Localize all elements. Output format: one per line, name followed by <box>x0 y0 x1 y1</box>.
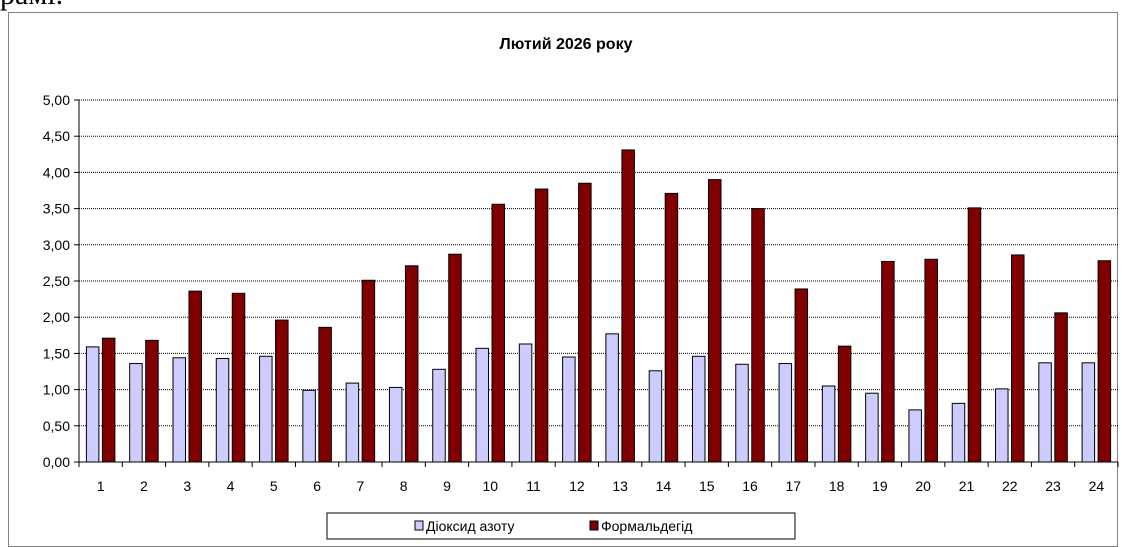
bar-no2-21 <box>951 402 966 463</box>
x-tick-label: 7 <box>356 478 364 494</box>
x-tick-label: 24 <box>1089 478 1105 494</box>
bar-no2-13 <box>605 333 619 463</box>
bar-formaldehyde-18 <box>837 345 852 463</box>
x-tick-label: 2 <box>140 478 148 494</box>
y-tick-label: 2,50 <box>43 273 70 289</box>
bar-formaldehyde-22 <box>1011 254 1025 463</box>
bars <box>85 149 1112 463</box>
bar-no2-17 <box>778 363 793 463</box>
bar-no2-19 <box>865 392 879 463</box>
x-tick-label: 18 <box>829 478 845 494</box>
x-tick-label: 6 <box>313 478 321 494</box>
x-tick-label: 13 <box>612 478 628 494</box>
x-tick-label: 16 <box>742 478 758 494</box>
bar-no2-3 <box>172 357 186 463</box>
bar-no2-15 <box>691 355 706 463</box>
chart-title: Лютий 2026 року <box>500 36 633 53</box>
x-tick-label: 12 <box>569 478 585 494</box>
x-tick-label: 17 <box>786 478 802 494</box>
y-tick-label: 1,00 <box>43 382 70 398</box>
x-tick-label: 8 <box>400 478 408 494</box>
bar-formaldehyde-2 <box>145 339 159 463</box>
bar-no2-11 <box>518 343 533 463</box>
y-tick-label: 0,00 <box>43 454 70 470</box>
bar-formaldehyde-1 <box>101 337 116 463</box>
bar-no2-4 <box>215 357 230 463</box>
x-tick-label: 19 <box>872 478 888 494</box>
bar-formaldehyde-4 <box>231 292 246 463</box>
x-tick-label: 15 <box>699 478 715 494</box>
bar-no2-24 <box>1081 362 1096 463</box>
y-tick-label: 1,50 <box>43 345 70 361</box>
bar-formaldehyde-17 <box>794 288 809 463</box>
x-tick-label: 14 <box>656 478 672 494</box>
x-tick-label: 20 <box>915 478 931 494</box>
bar-formaldehyde-3 <box>188 290 202 463</box>
bar-no2-8 <box>388 386 403 463</box>
legend-label: Діоксид азоту <box>426 518 514 534</box>
bar-formaldehyde-7 <box>361 279 376 463</box>
y-tick-label: 2,00 <box>43 309 70 325</box>
bar-no2-9 <box>432 368 446 463</box>
y-tick-label: 5,00 <box>43 92 70 108</box>
bar-no2-1 <box>85 346 100 463</box>
bar-formaldehyde-9 <box>448 253 462 463</box>
x-tick-label: 10 <box>482 478 498 494</box>
bar-formaldehyde-13 <box>621 149 635 463</box>
bar-no2-22 <box>995 388 1009 463</box>
bar-no2-16 <box>735 363 749 463</box>
bar-no2-12 <box>562 356 576 463</box>
x-tick-label: 1 <box>97 478 105 494</box>
bar-formaldehyde-20 <box>924 258 938 463</box>
bar-no2-7 <box>345 382 360 463</box>
y-tick-label: 4,50 <box>43 128 70 144</box>
bar-formaldehyde-23 <box>1054 312 1068 463</box>
bar-formaldehyde-19 <box>881 260 895 463</box>
bar-formaldehyde-24 <box>1097 260 1112 463</box>
bar-no2-23 <box>1038 362 1052 463</box>
legend-box <box>326 512 796 540</box>
legend: Діоксид азоту Формальдегід <box>326 512 796 540</box>
bar-formaldehyde-21 <box>967 207 982 463</box>
x-tick-label: 9 <box>443 478 451 494</box>
bar-formaldehyde-6 <box>318 326 332 463</box>
bar-no2-2 <box>129 363 143 463</box>
page-text-fragment: рамі. <box>0 0 63 12</box>
legend-label: Формальдегід <box>601 518 692 534</box>
x-tick-label: 3 <box>183 478 191 494</box>
x-tick-label: 5 <box>270 478 278 494</box>
x-tick-label: 4 <box>227 478 235 494</box>
y-tick-label: 3,50 <box>43 201 70 217</box>
y-tick-label: 4,00 <box>43 164 70 180</box>
bar-no2-14 <box>648 370 663 463</box>
bar-formaldehyde-15 <box>707 179 722 463</box>
legend-swatch <box>589 520 599 531</box>
legend-swatch <box>414 520 424 531</box>
bar-no2-6 <box>302 389 316 463</box>
bar-no2-10 <box>475 347 490 463</box>
bar-no2-20 <box>908 409 922 463</box>
y-tick-label: 0,50 <box>43 418 70 434</box>
bar-formaldehyde-16 <box>751 208 765 463</box>
bar-formaldehyde-5 <box>275 319 289 463</box>
bar-formaldehyde-8 <box>404 265 419 463</box>
x-tick-label: 11 <box>526 478 541 494</box>
bar-formaldehyde-10 <box>491 203 506 463</box>
x-axis: 1 2 3 4 5 6 7 8 9 10 11 12 13 14 15 16 17 18 19 20 21 22 23 24 <box>78 461 1119 494</box>
y-tick-label: 3,00 <box>43 237 70 253</box>
bar-formaldehyde-11 <box>534 188 549 463</box>
bar-formaldehyde-12 <box>578 182 592 463</box>
bar-formaldehyde-14 <box>664 192 679 463</box>
bar-no2-18 <box>821 385 836 463</box>
x-tick-label: 22 <box>1002 478 1018 494</box>
y-axis: 0,00 0,50 1,00 1,50 2,00 2,50 3,00 3,50 4,00 4,50… <box>43 92 80 470</box>
bar-no2-5 <box>259 355 273 463</box>
x-tick-label: 21 <box>959 478 975 494</box>
x-tick-label: 23 <box>1045 478 1061 494</box>
